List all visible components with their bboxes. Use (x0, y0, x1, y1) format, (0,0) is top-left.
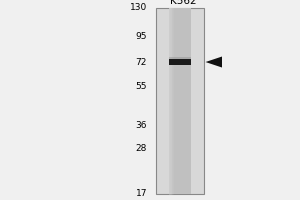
Bar (169, 8, 191, 194)
Text: 36: 36 (136, 121, 147, 130)
Text: 17: 17 (136, 190, 147, 198)
Text: 72: 72 (136, 58, 147, 67)
Bar (156, 8, 204, 194)
Bar (169, 59, 191, 65)
Text: 55: 55 (136, 82, 147, 91)
Text: 28: 28 (136, 144, 147, 153)
Text: 130: 130 (130, 3, 147, 12)
Polygon shape (206, 57, 222, 68)
Text: K562: K562 (170, 0, 196, 6)
Text: 95: 95 (136, 32, 147, 41)
Bar (169, 57, 191, 59)
